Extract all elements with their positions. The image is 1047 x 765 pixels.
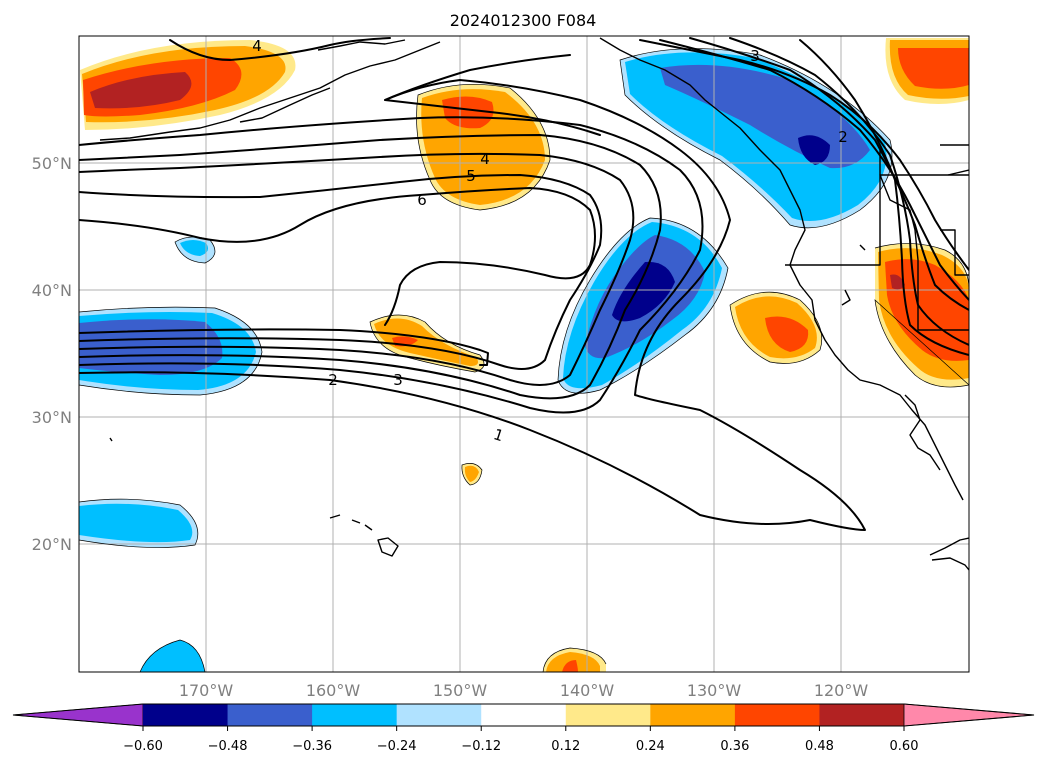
colorbar-tick-label: 0.60 bbox=[890, 739, 919, 754]
contour-label: 3 bbox=[750, 47, 760, 65]
lon-label: 120°W bbox=[814, 681, 869, 700]
map-frame bbox=[78, 35, 970, 673]
colorbar-segment bbox=[819, 704, 905, 726]
colorbar-extend-low bbox=[12, 703, 144, 727]
lat-label: 20°N bbox=[32, 535, 72, 554]
colorbar-segment bbox=[396, 704, 482, 726]
lon-label: 150°W bbox=[433, 681, 488, 700]
colorbar-segment bbox=[227, 704, 313, 726]
colorbar-segment bbox=[481, 704, 567, 726]
colorbar-segment bbox=[650, 704, 736, 726]
colorbar-segment bbox=[565, 704, 651, 726]
colorbar-tick-label: −0.48 bbox=[208, 739, 248, 754]
lat-label: 30°N bbox=[32, 408, 72, 427]
colorbar-tick-label: 0.12 bbox=[551, 739, 580, 754]
contour-label: 3 bbox=[393, 371, 403, 389]
lon-label: 140°W bbox=[560, 681, 615, 700]
colorbar: −0.60 −0.48 −0.36 −0.24 −0.12 0.12 0.24 0.36 0.4… bbox=[12, 703, 1035, 754]
shading-outlines bbox=[79, 48, 969, 672]
map-panel: 1 2 3 4 5 6 2 3 4 bbox=[79, 36, 969, 672]
longitude-labels: 170°W 160°W 150°W 140°W 130°W 120°W bbox=[179, 681, 869, 700]
contour-label: 2 bbox=[328, 371, 338, 389]
colorbar-segment bbox=[734, 704, 820, 726]
colorbar-tick-label: −0.36 bbox=[292, 739, 332, 754]
contour-lines bbox=[79, 37, 969, 531]
colorbar-tick-label: 0.36 bbox=[720, 739, 749, 754]
lon-label: 130°W bbox=[687, 681, 742, 700]
colorbar-tick-label: −0.60 bbox=[123, 739, 163, 754]
contour-label: 4 bbox=[480, 150, 490, 168]
graticule bbox=[79, 36, 969, 672]
coastlines bbox=[99, 37, 969, 571]
contour-label: 4 bbox=[252, 37, 262, 55]
contour-label: 5 bbox=[466, 167, 476, 185]
colorbar-tick-label: −0.24 bbox=[377, 739, 417, 754]
colorbar-extend-high bbox=[903, 703, 1035, 727]
lat-label: 50°N bbox=[32, 154, 72, 173]
lat-label: 40°N bbox=[32, 281, 72, 300]
lon-label: 160°W bbox=[306, 681, 361, 700]
colorbar-segment bbox=[312, 704, 398, 726]
colorbar-segment bbox=[143, 704, 229, 726]
contour-label: 6 bbox=[417, 191, 427, 209]
colorbar-tick-label: −0.12 bbox=[461, 739, 501, 754]
map-title: 2024012300 F084 bbox=[450, 11, 597, 30]
colorbar-tick-label: 0.24 bbox=[636, 739, 665, 754]
latitude-labels: 50°N 40°N 30°N 20°N bbox=[32, 154, 72, 554]
contour-label: 2 bbox=[838, 128, 848, 146]
colorbar-tick-label: 0.48 bbox=[805, 739, 834, 754]
lon-label: 170°W bbox=[179, 681, 234, 700]
negative-anomaly-south bbox=[140, 640, 205, 672]
